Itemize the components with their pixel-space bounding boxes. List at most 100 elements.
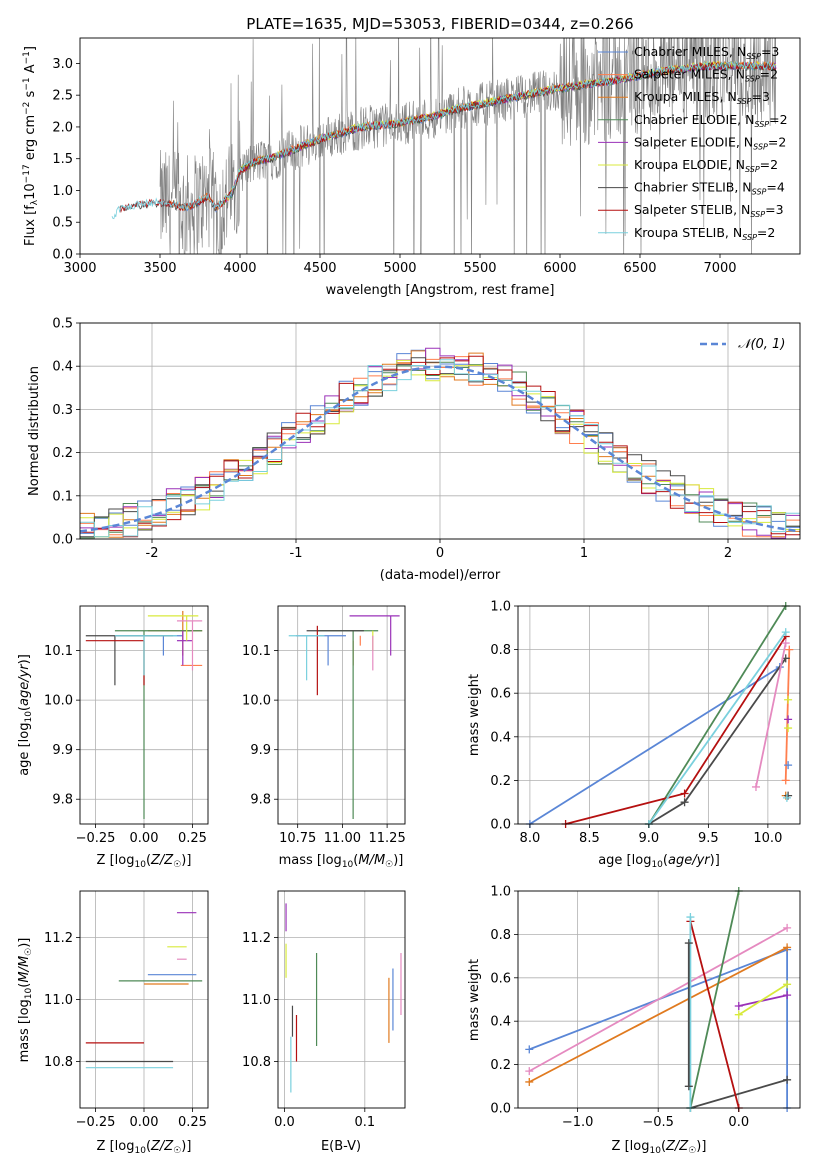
label-part: ☉ [24, 948, 34, 956]
label-part: Flux [f [23, 205, 38, 246]
y-tick-label: 0.5 [52, 216, 73, 231]
y-tick-label: 0.0 [52, 248, 73, 263]
label-part: Kroupa STELIB, N [634, 225, 742, 240]
label-part: SSP [746, 52, 761, 61]
label-part: s [23, 90, 38, 101]
plus-marker [751, 782, 760, 791]
x-axis-label: Z [log10(Z/Z☉)] [612, 1139, 707, 1156]
x-axis-label: (data-model)/error [380, 568, 501, 583]
label-part: mass [log [279, 853, 342, 868]
plus-marker [525, 1077, 534, 1086]
axes-spectrum: 3000 3500 4000 4500 5000 5500 6000 6500 7000 0.0 0… [22, 37, 801, 298]
y-axis-label: age [log10(age/yr)] [17, 654, 34, 776]
x-tick-label: −1.0 [562, 1115, 594, 1130]
weight-line [738, 983, 788, 1016]
axes-frame [79, 890, 209, 1109]
plus-marker [734, 1002, 743, 1011]
y-tick-label: 3.0 [52, 57, 73, 72]
histogram-step-line [80, 359, 800, 538]
label-part: M/M [17, 956, 32, 983]
label-part: −2 [22, 102, 32, 115]
label-part: age/yr [668, 853, 711, 868]
y-axis-label: mass weight [467, 674, 482, 756]
x-axis-label: mass [log10(M/M☉)] [279, 853, 404, 870]
y-tick-label: 2.5 [52, 89, 73, 104]
plus-marker [783, 991, 792, 1000]
y-tick-label: 10.0 [44, 694, 73, 709]
plus-marker [783, 943, 792, 952]
x-tick-label: 4000 [223, 261, 256, 276]
label-part: ( [353, 853, 358, 868]
label-part: age/yr [17, 663, 32, 706]
x-tick-label: 6000 [543, 261, 576, 276]
plot-area-weight-vs-Z [525, 887, 792, 1112]
label-part: =2 [760, 67, 778, 82]
y-axis-label: Flux [fλ10−17 erg cm−2 s−1 A−1] [22, 46, 40, 246]
y-tick-label: 10.0 [242, 694, 271, 709]
label-part: 10 [24, 987, 34, 999]
label-part: SSP [754, 120, 769, 129]
weight-line [690, 1078, 788, 1109]
y-tick-label: 0.2 [52, 446, 73, 461]
legend-label: Salpeter ELODIE, NSSP=2 [634, 134, 786, 151]
label-part: ( [146, 1139, 151, 1154]
axes-mass-vs-ebv: 0.0 0.1 10.8 11.0 11.2 E(B-V) [242, 890, 406, 1154]
model-spectrum-line [111, 60, 776, 220]
axes-weight-vs-age: 8.0 8.5 9.0 9.5 10.0 0.0 0.2 0.4 0.6 0.8 1.0 age [l… [467, 600, 801, 870]
plus-marker [782, 793, 791, 802]
plus-marker [686, 913, 695, 922]
label-part: erg cm [23, 115, 38, 164]
weight-line [648, 605, 787, 825]
label-part: SSP [752, 188, 767, 197]
plot-area-mass-vs-Z [85, 912, 203, 1069]
x-tick-label: 3000 [63, 261, 96, 276]
label-part: 10 [24, 711, 34, 723]
label-part: Salpeter STELIB, N [634, 202, 750, 217]
y-tick-label: 9.8 [52, 793, 73, 808]
label-part: =3 [765, 202, 783, 217]
x-tick-label: 0.00 [130, 831, 159, 846]
label-part: Z [log [97, 1139, 135, 1154]
x-tick-label: −0.25 [76, 831, 116, 846]
y-axis-label: mass weight [467, 959, 482, 1041]
spectrum-traces [111, 38, 777, 254]
label-part: −1 [22, 51, 32, 64]
y-tick-label: 0.3 [52, 403, 73, 418]
x-tick-label: 0.25 [178, 831, 207, 846]
y-tick-label: 0.8 [490, 643, 511, 658]
label-part: 10 [651, 860, 663, 870]
y-tick-label: 0.0 [52, 533, 73, 548]
label-part: −17 [22, 164, 32, 183]
plus-marker [525, 1067, 534, 1076]
label-part: Salpeter ELODIE, N [634, 134, 753, 149]
y-tick-label: 9.8 [250, 793, 271, 808]
label-part: =2 [768, 134, 786, 149]
y-tick-label: 0.8 [490, 928, 511, 943]
label-part: Kroupa ELODIE, N [634, 157, 745, 172]
plus-marker [784, 724, 793, 733]
y-tick-label: 10.1 [242, 644, 271, 659]
y-tick-label: 0.2 [490, 1058, 511, 1073]
x-axis-label: E(B-V) [321, 1139, 361, 1154]
plus-marker [684, 1082, 693, 1091]
y-tick-label: 0.5 [52, 317, 73, 332]
label-part: SSP [750, 210, 765, 219]
x-axis-label: wavelength [Angstrom, rest frame] [326, 283, 555, 298]
y-tick-label: 11.2 [44, 931, 73, 946]
plus-marker [783, 1075, 792, 1084]
plot-area-mass-vs-ebv [285, 903, 402, 1093]
x-tick-label: 10.75 [279, 831, 316, 846]
plots-layer: 3000 3500 4000 4500 5000 5500 6000 6500 70000.00… [17, 37, 801, 1156]
x-tick-label: 0.25 [178, 1115, 207, 1130]
weight-line [689, 890, 740, 1109]
label-part: 10 [649, 1146, 661, 1156]
x-tick-label: 6500 [623, 261, 656, 276]
label-part: −1 [22, 77, 32, 90]
x-tick-label: 5500 [463, 261, 496, 276]
plus-marker [684, 939, 693, 948]
label-part: ( [17, 983, 32, 988]
axes-frame [277, 890, 406, 1109]
x-tick-label: 2 [724, 546, 732, 561]
label-part: )] [181, 853, 191, 868]
